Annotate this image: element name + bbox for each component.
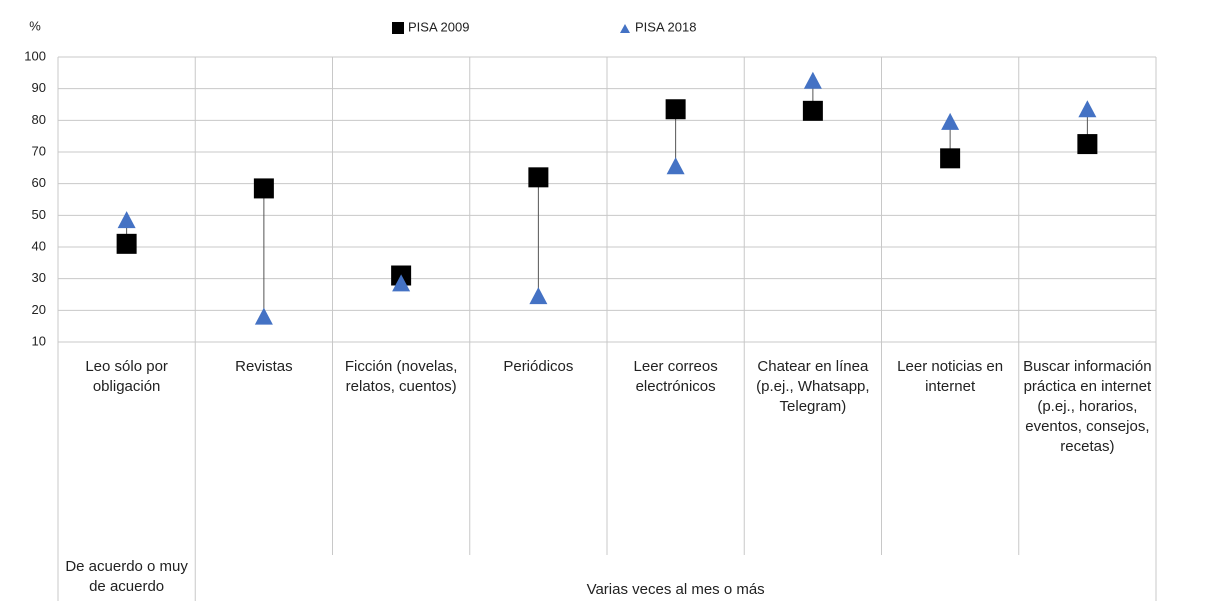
y-tick-label: 40 bbox=[32, 238, 46, 253]
legend-marker bbox=[620, 24, 630, 33]
y-tick-label: 30 bbox=[32, 270, 46, 285]
marker bbox=[941, 112, 960, 130]
y-axis-label: % bbox=[29, 18, 41, 33]
marker bbox=[802, 100, 823, 121]
legend-label: PISA 2009 bbox=[408, 19, 469, 34]
legend-label: PISA 2018 bbox=[635, 19, 696, 34]
y-tick-label: 80 bbox=[32, 112, 46, 127]
marker bbox=[529, 287, 548, 305]
y-tick-label: 90 bbox=[32, 80, 46, 95]
y-tick-label: 20 bbox=[32, 302, 46, 317]
marker bbox=[253, 178, 274, 199]
marker bbox=[254, 307, 273, 325]
y-tick-label: 70 bbox=[32, 143, 46, 158]
marker bbox=[528, 167, 549, 188]
x-tick-label: Ficción (novelas, relatos, cuentos) bbox=[344, 358, 458, 395]
x-tick-label: Leer correos electrónicos bbox=[633, 358, 718, 395]
marker bbox=[392, 274, 411, 292]
y-tick-label: 50 bbox=[32, 207, 46, 222]
group-label: Varias veces al mes o más bbox=[586, 581, 765, 598]
x-tick-label: Chatear en línea (p.ej., Whatsapp, Teleg… bbox=[756, 358, 870, 415]
marker bbox=[665, 99, 686, 120]
marker bbox=[940, 148, 961, 169]
marker bbox=[1077, 134, 1098, 155]
x-tick-label: Buscar información práctica en internet … bbox=[1023, 358, 1152, 455]
legend-marker bbox=[392, 22, 404, 34]
marker bbox=[116, 233, 137, 254]
marker bbox=[803, 71, 822, 89]
marker bbox=[1078, 100, 1097, 118]
y-tick-label: 60 bbox=[32, 175, 46, 190]
y-tick-label: 10 bbox=[32, 333, 46, 348]
x-tick-label: Revistas bbox=[235, 358, 293, 375]
x-tick-label: Leer noticias en internet bbox=[897, 358, 1004, 395]
group-label: De acuerdo o muy de acuerdo bbox=[65, 558, 188, 595]
y-tick-label: 100 bbox=[24, 48, 46, 63]
marker bbox=[117, 211, 136, 229]
x-tick-label: Periódicos bbox=[503, 358, 574, 375]
marker bbox=[666, 157, 685, 175]
x-tick-label: Leo sólo por obligación bbox=[85, 358, 168, 395]
